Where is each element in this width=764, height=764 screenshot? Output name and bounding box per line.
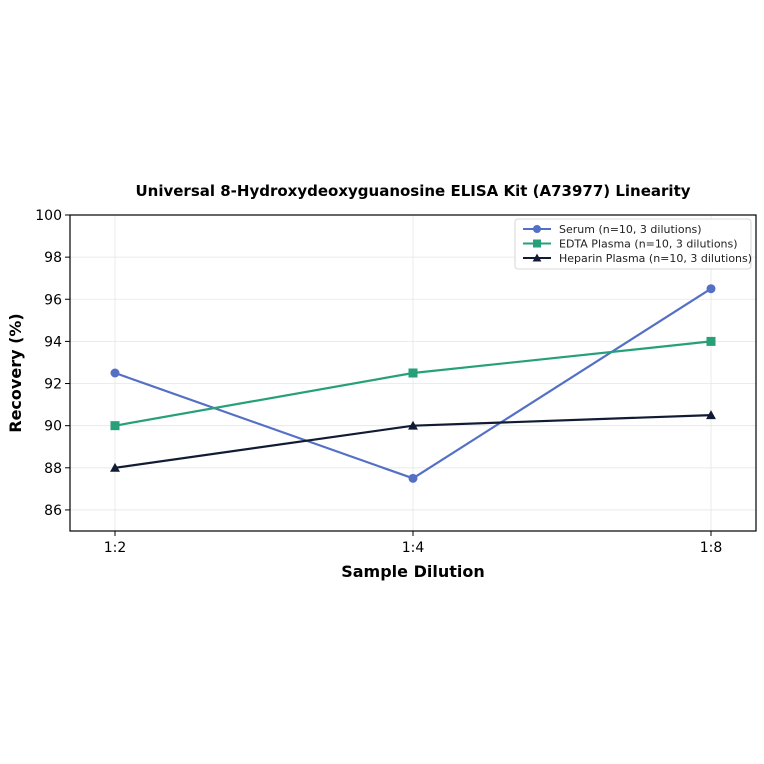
- y-axis: 86 88 90 92 94 96 98 100: [35, 208, 70, 519]
- data-point: [706, 284, 716, 294]
- series-2: [110, 410, 716, 472]
- y-axis-label: Recovery (%): [6, 313, 25, 432]
- y-tick-label: 90: [44, 419, 62, 435]
- y-tick-label: 86: [44, 503, 62, 519]
- legend-item: EDTA Plasma (n=10, 3 dilutions): [523, 238, 738, 251]
- data-point: [408, 420, 418, 430]
- legend-item: Serum (n=10, 3 dilutions): [523, 223, 702, 236]
- legend-label: EDTA Plasma (n=10, 3 dilutions): [559, 238, 738, 251]
- legend-marker: [533, 225, 541, 233]
- data-point: [408, 473, 418, 483]
- legend-label: Heparin Plasma (n=10, 3 dilutions): [559, 252, 752, 265]
- x-axis: 1:2 1:4 1:8: [104, 531, 723, 556]
- y-tick-label: 92: [44, 377, 62, 393]
- series-layer: [110, 284, 716, 483]
- x-tick-label: 1:4: [402, 540, 425, 556]
- data-point: [706, 336, 716, 346]
- y-tick-label: 94: [44, 334, 62, 350]
- legend-box: [514, 218, 752, 270]
- x-axis-label: Sample Dilution: [341, 562, 485, 581]
- legend-label: Serum (n=10, 3 dilutions): [559, 223, 702, 236]
- data-point: [110, 462, 120, 472]
- legend-marker: [533, 239, 541, 248]
- legend-marker: [532, 253, 542, 262]
- data-point: [110, 368, 120, 378]
- x-tick-label: 1:8: [700, 540, 723, 556]
- chart-title: Universal 8-Hydroxydeoxyguanosine ELISA …: [135, 182, 690, 200]
- y-tick-label: 88: [44, 461, 62, 477]
- legend: Serum (n=10, 3 dilutions) EDTA Plasma (n=…: [514, 218, 752, 270]
- y-tick-label: 100: [35, 208, 62, 224]
- data-point: [110, 421, 120, 431]
- x-tick-label: 1:2: [104, 540, 127, 556]
- data-point: [706, 410, 716, 420]
- y-tick-label: 98: [44, 250, 62, 266]
- legend-item: Heparin Plasma (n=10, 3 dilutions): [523, 252, 752, 265]
- data-point: [408, 368, 418, 378]
- y-tick-label: 96: [44, 292, 62, 308]
- series-1: [110, 336, 716, 431]
